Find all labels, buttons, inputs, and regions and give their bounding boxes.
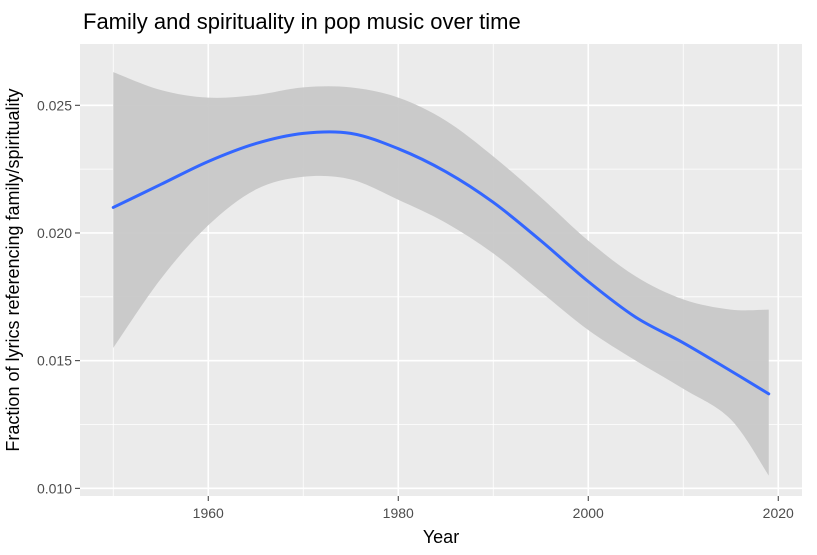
y-tick-label: 0.020 xyxy=(37,225,72,241)
y-tick-label: 0.015 xyxy=(37,353,72,369)
y-axis-title: Fraction of lyrics referencing family/sp… xyxy=(3,88,23,451)
y-tick-label: 0.025 xyxy=(37,97,72,113)
y-tick-label: 0.010 xyxy=(37,480,72,496)
y-axis: 0.010 0.015 0.020 0.025 xyxy=(37,97,80,496)
trend-line xyxy=(111,130,771,396)
chart-title: Family and spirituality in pop music ove… xyxy=(83,9,521,34)
x-tick-label: 2000 xyxy=(573,505,604,521)
x-tick-label: 1980 xyxy=(383,505,414,521)
confidence-band xyxy=(113,72,769,476)
x-axis: 1960 1980 2000 2020 xyxy=(193,496,794,521)
x-tick-label: 1960 xyxy=(193,505,224,521)
x-tick-label: 2020 xyxy=(763,505,794,521)
x-axis-title: Year xyxy=(423,527,459,547)
